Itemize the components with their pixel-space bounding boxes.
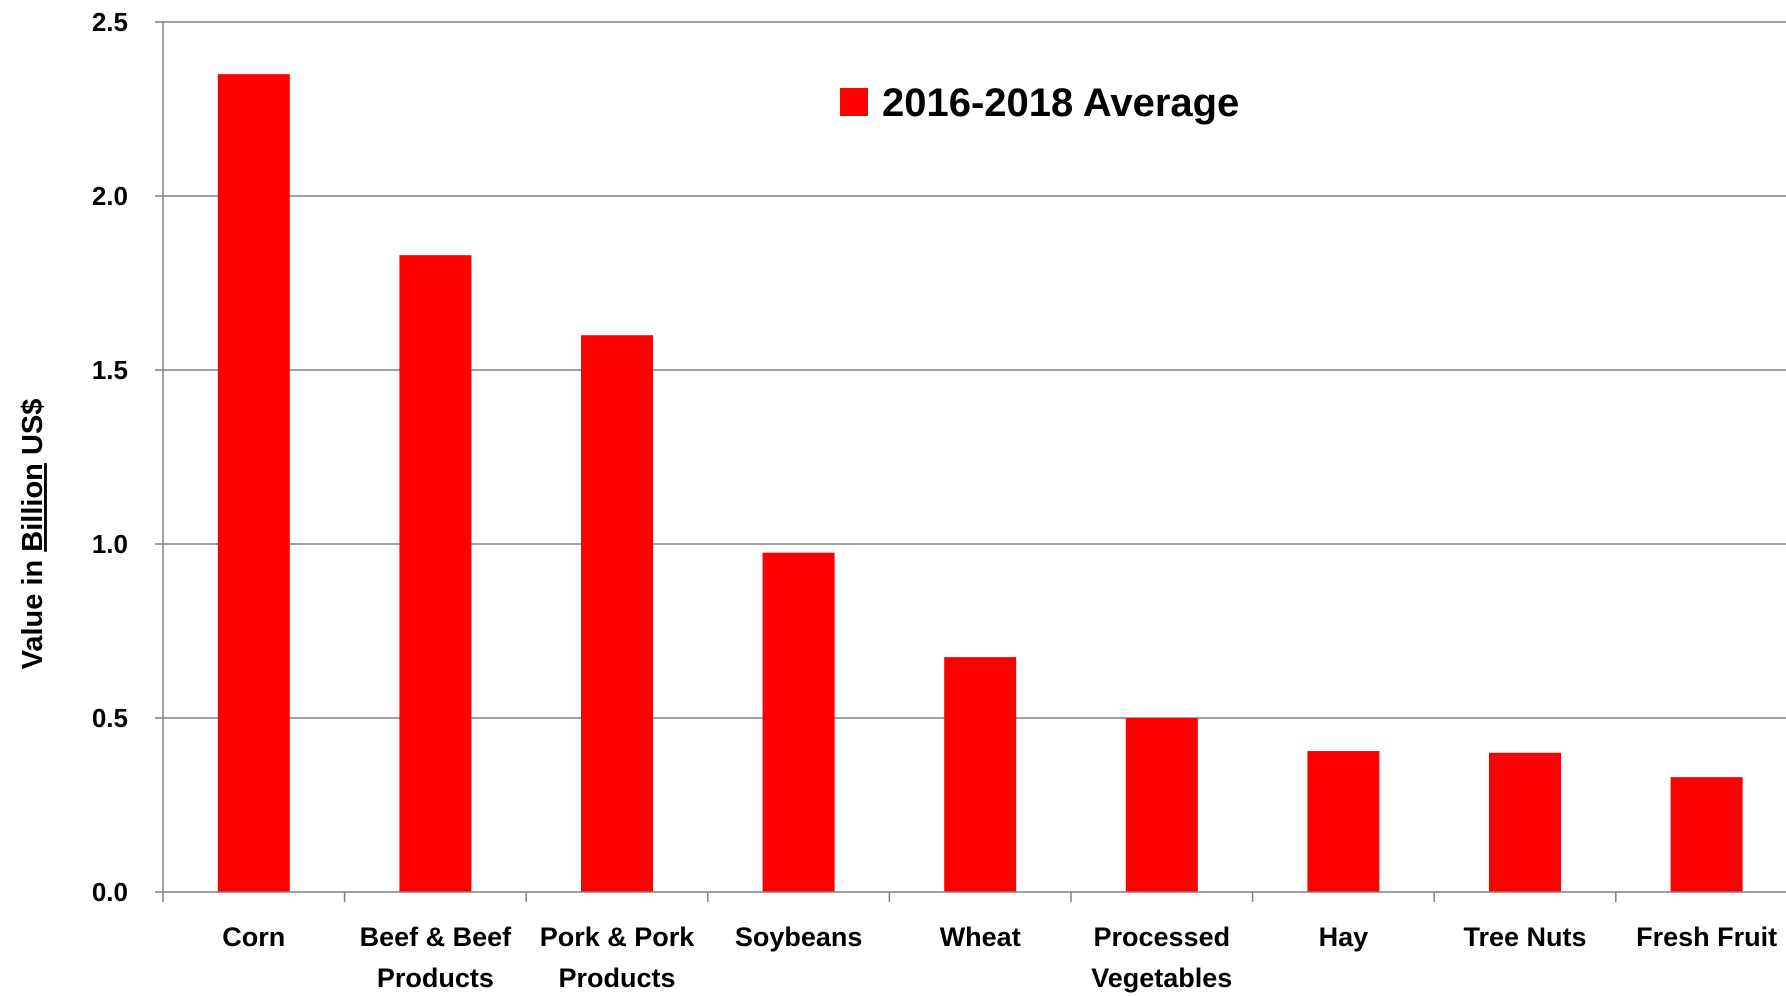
bar <box>762 552 835 892</box>
legend-swatch <box>840 88 868 116</box>
y-tick-label: 0.5 <box>92 703 128 733</box>
y-axis-title: Value in Billion US$ <box>17 399 49 670</box>
x-category-label: Hay <box>1319 922 1369 952</box>
x-category-label-line: Wheat <box>940 922 1021 952</box>
bar <box>581 335 653 892</box>
x-category-label: Soybeans <box>735 922 863 952</box>
x-category-label-line: Tree Nuts <box>1463 922 1586 952</box>
x-category-label-line: Products <box>558 963 675 993</box>
x-category-label-line: Hay <box>1319 922 1369 952</box>
x-category-label-line: Corn <box>222 922 285 952</box>
y-tick-label: 1.0 <box>92 529 128 559</box>
y-tick-label: 0.0 <box>92 877 128 907</box>
x-category-label: Pork & Pork Products <box>540 922 696 993</box>
y-tick-labels: 0.0 0.5 1.0 1.5 2.0 2.5 <box>92 7 128 907</box>
x-category-label-line: Soybeans <box>735 922 863 952</box>
x-category-label: Processed Vegetables <box>1091 922 1232 993</box>
x-category-labels: Corn Beef & Beef Products Pork & Pork Produc… <box>222 922 1777 993</box>
bar <box>1670 777 1743 892</box>
x-category-label: Corn <box>222 922 285 952</box>
x-category-label: Wheat <box>940 922 1021 952</box>
bar <box>217 74 290 892</box>
x-category-label-line: Vegetables <box>1091 963 1232 993</box>
bars <box>217 74 1743 892</box>
bar <box>1489 752 1561 892</box>
bar <box>1307 751 1380 892</box>
x-category-label-line: Processed <box>1094 922 1231 952</box>
axes <box>162 22 1786 902</box>
bar <box>944 657 1017 892</box>
y-tick-label: 1.5 <box>92 355 128 385</box>
x-category-label: Beef & Beef Products <box>360 922 513 993</box>
legend: 2016-2018 Average <box>840 81 1239 125</box>
x-category-label-line: Pork & Pork <box>540 922 696 952</box>
y-tick-label: 2.0 <box>92 181 128 211</box>
x-category-label-line: Fresh Fruit <box>1636 922 1777 952</box>
x-category-label-line: Products <box>377 963 494 993</box>
legend-label: 2016-2018 Average <box>882 81 1239 125</box>
x-category-label: Tree Nuts <box>1463 922 1586 952</box>
y-tick-label: 2.5 <box>92 7 128 37</box>
bar <box>1125 718 1198 892</box>
x-category-label: Fresh Fruit <box>1636 922 1777 952</box>
x-category-label-line: Beef & Beef <box>360 922 513 952</box>
bar <box>399 255 472 892</box>
